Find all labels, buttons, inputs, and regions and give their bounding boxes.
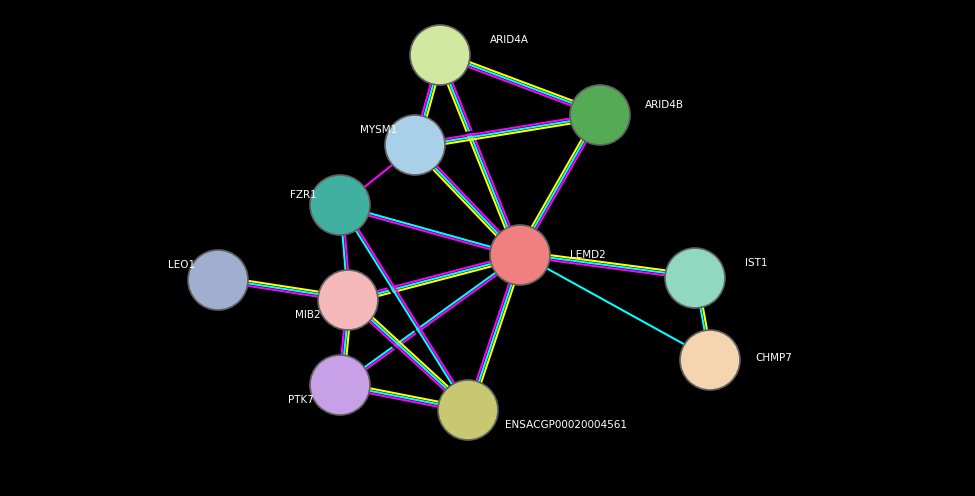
Text: LEMD2: LEMD2 — [570, 250, 605, 260]
Circle shape — [188, 250, 248, 310]
Circle shape — [438, 380, 498, 440]
Circle shape — [665, 248, 725, 308]
Text: ARID4A: ARID4A — [490, 35, 529, 45]
Circle shape — [680, 330, 740, 390]
Circle shape — [310, 175, 370, 235]
Text: MYSM1: MYSM1 — [360, 125, 397, 135]
Text: PTK7: PTK7 — [288, 395, 314, 405]
Circle shape — [318, 270, 378, 330]
Text: MIB2: MIB2 — [295, 310, 321, 320]
Text: ENSACGP00020004561: ENSACGP00020004561 — [505, 420, 627, 430]
Text: ARID4B: ARID4B — [645, 100, 684, 110]
Text: CHMP7: CHMP7 — [755, 353, 792, 363]
Circle shape — [385, 115, 445, 175]
Circle shape — [410, 25, 470, 85]
Text: IST1: IST1 — [745, 258, 767, 268]
Circle shape — [490, 225, 550, 285]
Text: LEO1: LEO1 — [168, 260, 195, 270]
Circle shape — [310, 355, 370, 415]
Text: FZR1: FZR1 — [290, 190, 317, 200]
Circle shape — [570, 85, 630, 145]
